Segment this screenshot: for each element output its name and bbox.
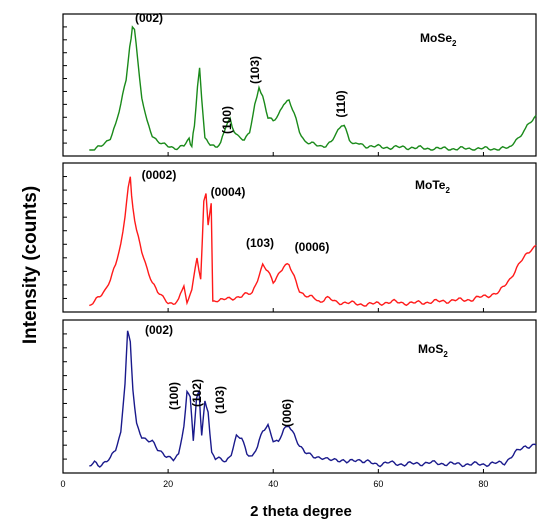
panel-mos2: MoS2 (002) (100) (102) (103) (006): [62, 319, 537, 474]
peak-label: (0004): [211, 185, 246, 199]
x-tick-label: 60: [373, 479, 383, 489]
peak-label: (002): [135, 11, 163, 25]
series-line-mose2: [89, 25, 537, 151]
series-line-mos2: [89, 330, 537, 468]
panel-mote2: MoTe2 (0002) (0004) (103) (0006): [62, 162, 537, 313]
y-axis-title: Intensity (counts): [20, 186, 41, 344]
peak-label: (0002): [142, 168, 177, 182]
peak-label: (103): [246, 236, 274, 250]
x-tick-label: 0: [60, 479, 65, 489]
panel-frame: [62, 162, 537, 313]
peak-label: (100): [167, 382, 181, 410]
panel-frame: [62, 319, 537, 474]
peak-label: (103): [213, 386, 227, 414]
x-tick-label: 80: [478, 479, 488, 489]
peak-label: (0006): [295, 240, 330, 254]
peak-label: (002): [145, 323, 173, 337]
peak-label: (102): [190, 379, 204, 407]
peak-label: (100): [220, 106, 234, 134]
panel-frame: [62, 13, 537, 157]
peak-label: (110): [334, 90, 348, 117]
series-line-mote2: [89, 176, 537, 307]
x-axis: 0 20 40 60 80: [60, 479, 488, 489]
panel-mose2: MoSe2 (002) (100) (103) (110): [62, 11, 537, 157]
panels-layer: MoSe2 (002) (100) (103) (110) MoTe2 (0002) (000…: [62, 11, 537, 474]
compound-label: MoS2: [418, 342, 448, 359]
x-tick-label: 40: [268, 479, 278, 489]
peak-label: (006): [280, 399, 294, 427]
x-axis-title: 2 theta degree: [250, 503, 352, 520]
compound-label: MoTe2: [415, 178, 450, 195]
x-tick-label: 20: [163, 479, 173, 489]
compound-label: MoSe2: [420, 31, 457, 48]
peak-label: (103): [248, 56, 262, 84]
